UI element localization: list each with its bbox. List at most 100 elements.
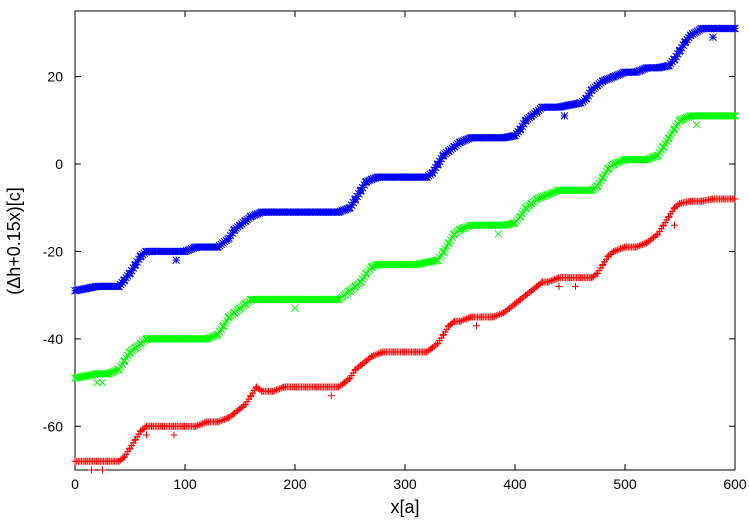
x-tick-label: 200 <box>283 476 307 492</box>
data-point <box>368 352 376 360</box>
data-point <box>615 245 623 253</box>
data-point <box>370 352 378 360</box>
data-point <box>458 317 466 325</box>
data-point <box>221 415 229 423</box>
y-tick-label: 0 <box>55 156 63 172</box>
data-point <box>93 378 101 387</box>
data-point <box>192 422 200 430</box>
data-point <box>639 240 647 248</box>
data-point <box>214 418 222 426</box>
x-tick-label: 0 <box>71 476 79 492</box>
data-point <box>541 191 550 200</box>
data-point <box>172 256 181 265</box>
x-tick-label: 400 <box>503 476 527 492</box>
data-point <box>371 351 379 359</box>
series-2 <box>71 195 739 474</box>
data-point <box>731 112 739 120</box>
data-point <box>357 186 365 195</box>
data-point <box>612 247 620 255</box>
data-point <box>642 155 650 164</box>
plot-frame <box>74 10 736 471</box>
data-point <box>494 230 503 238</box>
data-point <box>194 422 202 430</box>
data-point <box>456 317 464 325</box>
data-point <box>195 421 203 429</box>
data-point <box>98 378 107 387</box>
data-point <box>431 256 440 265</box>
data-point <box>613 246 621 254</box>
data-point <box>494 311 502 319</box>
data-point <box>274 385 282 393</box>
data-point <box>463 315 471 323</box>
plot-border <box>74 10 736 471</box>
data-point <box>145 335 154 343</box>
data-point <box>544 278 552 286</box>
data-point <box>555 282 563 290</box>
series-1 <box>71 112 739 387</box>
y-axis-title: (Δh+0.15x)[c] <box>4 187 24 295</box>
data-point <box>271 387 279 395</box>
data-point <box>373 350 381 358</box>
data-point <box>731 195 739 203</box>
data-point <box>546 277 554 285</box>
data-point <box>617 245 625 253</box>
data-point <box>585 186 594 195</box>
data-point <box>618 156 627 165</box>
data-point <box>491 312 499 320</box>
data-point <box>728 112 737 120</box>
data-point <box>572 282 579 290</box>
y-tick-label: -40 <box>43 331 63 347</box>
data-point <box>549 276 557 284</box>
x-tick-label: 600 <box>723 476 747 492</box>
data-point <box>634 242 642 250</box>
data-point <box>560 112 569 120</box>
data-point <box>276 385 284 393</box>
data-point <box>637 241 645 249</box>
data-point <box>332 295 341 304</box>
data-point <box>375 350 383 358</box>
data-point <box>202 335 210 343</box>
data-point <box>492 312 500 320</box>
data-point <box>508 219 517 228</box>
data-point <box>327 392 335 400</box>
data-point <box>464 222 473 231</box>
data-point <box>671 221 678 229</box>
data-point <box>489 313 497 321</box>
data-point <box>197 420 205 428</box>
data-point <box>269 387 277 395</box>
data-point <box>103 369 111 378</box>
data-point <box>496 310 504 318</box>
data-point <box>461 315 469 323</box>
data-point <box>731 24 739 33</box>
x-tick-label: 300 <box>393 476 417 492</box>
data-point <box>219 416 227 424</box>
data-point <box>692 120 701 129</box>
data-point <box>551 275 559 283</box>
data-point <box>709 33 717 42</box>
data-point <box>88 466 95 474</box>
series-layer <box>71 24 739 474</box>
data-point <box>547 277 555 285</box>
data-point <box>610 247 618 255</box>
x-tick-label: 500 <box>613 476 637 492</box>
x-axis: 0 100 200 300 400 500 600 <box>71 11 747 492</box>
data-point <box>99 466 106 474</box>
data-point <box>272 386 280 394</box>
data-point <box>730 112 738 120</box>
y-tick-label: -60 <box>43 418 63 434</box>
data-point <box>217 417 225 425</box>
data-point <box>216 417 224 425</box>
x-axis-title: x[a] <box>390 497 419 517</box>
data-point <box>632 243 640 251</box>
x-tick-label: 100 <box>173 476 197 492</box>
data-point <box>170 431 178 439</box>
data-point <box>144 335 153 343</box>
data-point <box>459 316 467 324</box>
series-0 <box>71 24 739 295</box>
data-point <box>552 187 561 196</box>
y-axis: -60 -40 -20 0 20 <box>43 69 735 434</box>
data-point <box>291 304 299 313</box>
data-point <box>143 431 150 439</box>
data-point <box>473 322 480 330</box>
